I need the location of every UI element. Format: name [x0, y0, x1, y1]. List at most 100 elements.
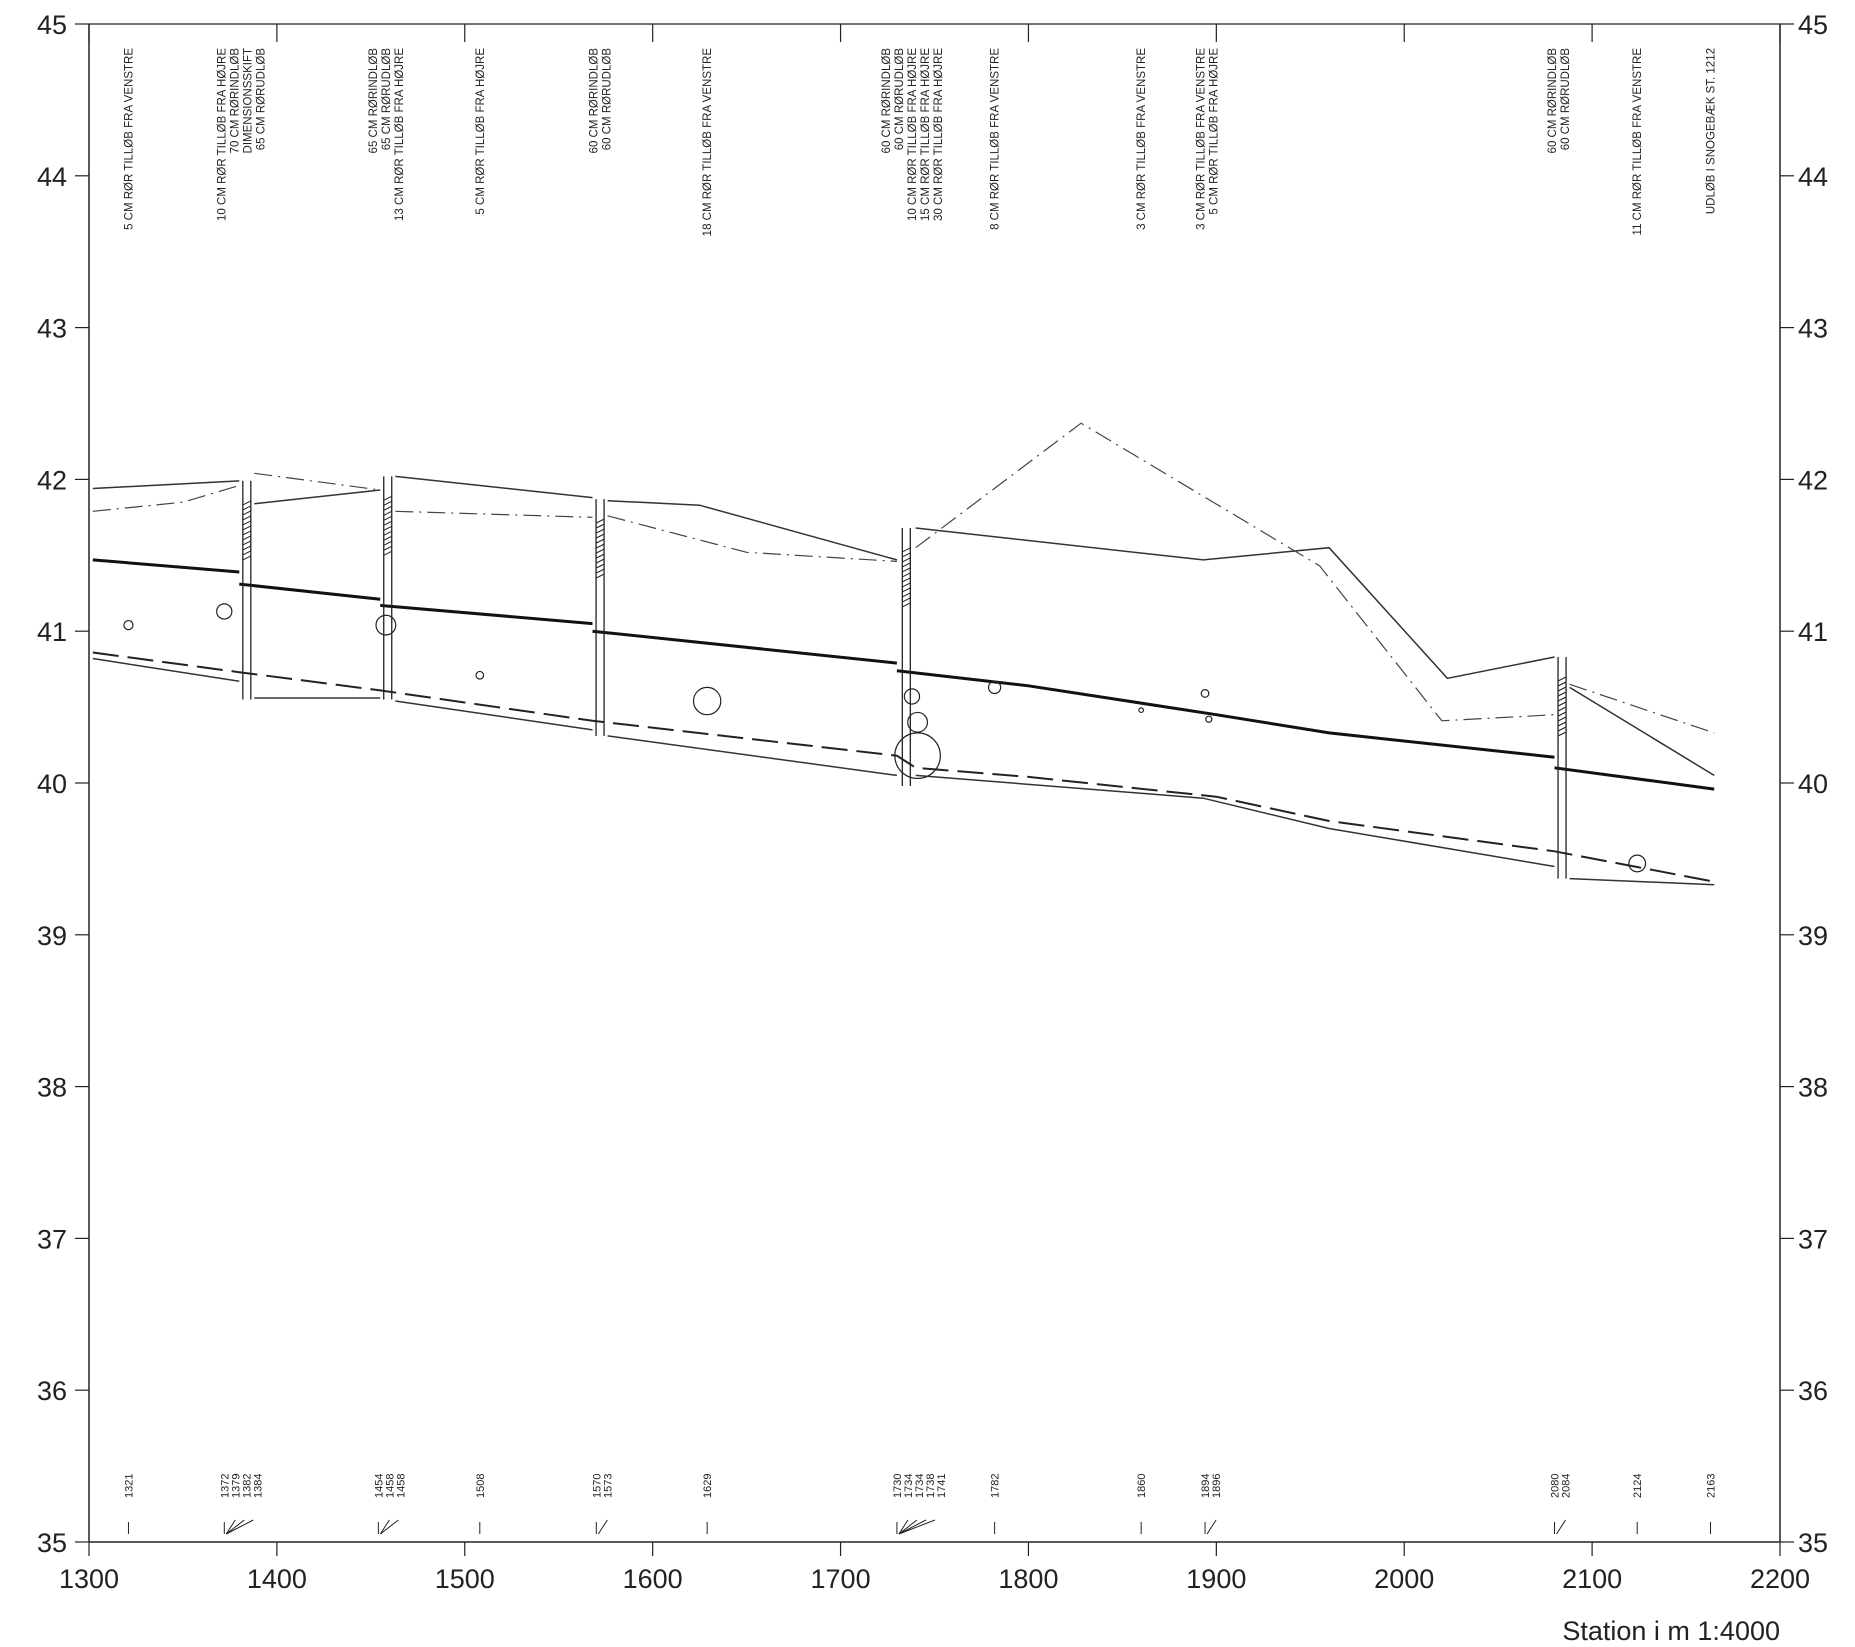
manhole-hatch	[383, 530, 392, 536]
series-thin-solid-segment	[254, 489, 381, 505]
station-marker: 1782	[990, 1474, 1002, 1534]
manhole-hatch	[383, 520, 392, 526]
station-label: 1738	[925, 1474, 937, 1498]
annotation-text: 60 CM RØRUDLØB	[894, 48, 906, 151]
manhole-hatch	[383, 510, 392, 516]
y-tick-label-left: 43	[37, 314, 67, 344]
station-label: 1379	[230, 1474, 242, 1498]
y-tick-label-left: 45	[37, 10, 67, 40]
manhole-hatch	[1557, 701, 1567, 707]
manhole-hatch	[595, 558, 605, 564]
station-marker: 1570 1573	[591, 1474, 614, 1535]
manhole-hatch	[1557, 706, 1567, 712]
manhole-hatch	[902, 587, 911, 593]
station-label: 1458	[384, 1474, 396, 1498]
series-thin-solid-segment	[915, 527, 1555, 680]
y-tick-label-left: 35	[37, 1528, 67, 1558]
series-dash-dot-segment	[1569, 683, 1715, 734]
station-marker: 1860	[1136, 1474, 1148, 1534]
pipe-circle-layer	[123, 603, 1647, 873]
x-tick-label: 1900	[1186, 1564, 1246, 1594]
series-dash-dot-segment	[395, 510, 593, 518]
manhole-hatch	[383, 500, 392, 506]
annotation-text: 10 CM RØR TILLØB FRA HØJRE	[217, 48, 229, 221]
y-tick-label-right: 45	[1798, 10, 1828, 40]
station-leader	[225, 1519, 245, 1535]
series-thick-solid-segment	[896, 669, 1555, 759]
pipe-circle	[987, 680, 1002, 695]
annotation-group: 60 CM RØRINDLØB 60 CM RØRUDLØB	[589, 48, 614, 154]
manhole-shaft	[383, 476, 393, 700]
station-marker: 1730 1734 1734 1738 1741	[892, 1474, 948, 1535]
manhole-hatch	[242, 520, 252, 526]
annotation-group: 18 CM RØR TILLØB FRA VENSTRE	[702, 48, 714, 237]
manhole-hatch	[1557, 681, 1567, 687]
annotation-text: 60 CM RØRINDLØB	[881, 48, 893, 154]
annotation-group: 3 CM RØR TILLØB FRA VENSTRE 5 CM RØR TILL…	[1195, 48, 1220, 230]
station-label: 1734	[914, 1474, 926, 1498]
y-tick-label-right: 44	[1798, 162, 1828, 192]
manhole-hatch	[383, 515, 392, 521]
station-label: 1741	[936, 1474, 948, 1498]
series-thin-solid-segment	[607, 499, 898, 561]
manhole-hatch	[595, 523, 605, 529]
station-label: 1384	[252, 1474, 264, 1498]
manhole-hatch	[242, 555, 252, 561]
annotation-group: 65 CM RØRINDLØB 65 CM RØRUDLØB 13 CM RØR T…	[368, 48, 406, 221]
manhole-hatch	[1557, 696, 1567, 702]
y-tick-label-right: 40	[1798, 769, 1828, 799]
pipe-circle	[907, 711, 929, 733]
manhole-hatch	[595, 573, 605, 579]
x-tick-label: 1500	[435, 1564, 495, 1594]
annotation-text: 5 CM RØR TILLØB FRA HØJRE	[475, 48, 487, 215]
manhole-hatch	[383, 540, 392, 546]
station-label: 1730	[892, 1474, 904, 1498]
manhole-hatch	[902, 592, 911, 598]
station-label: 1382	[241, 1474, 253, 1498]
annotation-text: 60 CM RØRINDLØB	[589, 48, 601, 154]
annotation-text: 10 CM RØR TILLØB FRA HØJRE	[907, 48, 919, 221]
series-thin-solid-segment	[1569, 877, 1715, 886]
station-leader	[898, 1519, 927, 1535]
pipe-circle	[1200, 689, 1210, 698]
manhole-hatch	[1557, 711, 1567, 717]
manhole-hatch	[383, 550, 392, 556]
y-tick-label-left: 36	[37, 1376, 67, 1406]
pipe-circle	[1138, 707, 1145, 714]
series-thin-solid-segment	[92, 480, 240, 490]
station-label: 1894	[1200, 1474, 1212, 1498]
station-label: 1508	[475, 1474, 487, 1498]
station-marker: 1894 1896	[1200, 1474, 1223, 1535]
x-tick-label: 1800	[998, 1564, 1058, 1594]
y-tick-label-left: 39	[37, 921, 67, 951]
annotation-text: UDLØB I SNOGEBÆK ST. 1212	[1705, 48, 1717, 214]
annotation-text: 5 CM RØR TILLØB FRA HØJRE	[1208, 48, 1220, 215]
annotation-group: 60 CM RØRINDLØB 60 CM RØRUDLØB	[1547, 48, 1572, 154]
x-tick-label: 2000	[1374, 1564, 1434, 1594]
annotation-text: 65 CM RØRUDLØB	[381, 48, 393, 151]
station-marker: 2124	[1632, 1474, 1644, 1534]
annotation-text: 15 CM RØR TILLØB FRA HØJRE	[920, 48, 932, 221]
annotation-text: 30 CM RØR TILLØB FRA HØJRE	[933, 48, 945, 221]
annotation-text: 60 CM RØRINDLØB	[1547, 48, 1559, 154]
annotation-text: 60 CM RØRUDLØB	[602, 48, 614, 151]
y-tick-label-right: 39	[1798, 921, 1828, 951]
series-dash-dot-segment	[92, 484, 240, 512]
annotation-text: 60 CM RØRUDLØB	[1560, 48, 1572, 151]
annotation-layer: 5 CM RØR TILLØB FRA VENSTRE 10 CM RØR TIL…	[123, 48, 1717, 237]
manhole-hatch	[242, 530, 252, 536]
x-tick-label: 2200	[1750, 1564, 1810, 1594]
series-thin-solid-segment	[915, 774, 1555, 868]
station-label: 2084	[1561, 1474, 1573, 1498]
manhole-hatch	[1557, 731, 1567, 737]
series-dashed-segment	[92, 651, 1715, 883]
annotation-text: 3 CM RØR TILLØB FRA VENSTRE	[1136, 48, 1148, 230]
x-tick-label: 1400	[247, 1564, 307, 1594]
manhole-hatch	[1557, 676, 1567, 682]
annotation-group: 5 CM RØR TILLØB FRA VENSTRE	[123, 48, 135, 230]
station-label: 1860	[1136, 1474, 1148, 1498]
station-leader	[597, 1519, 608, 1535]
manhole-hatch	[902, 582, 911, 588]
station-marker: 1321	[123, 1474, 135, 1534]
station-label: 1458	[395, 1474, 407, 1498]
